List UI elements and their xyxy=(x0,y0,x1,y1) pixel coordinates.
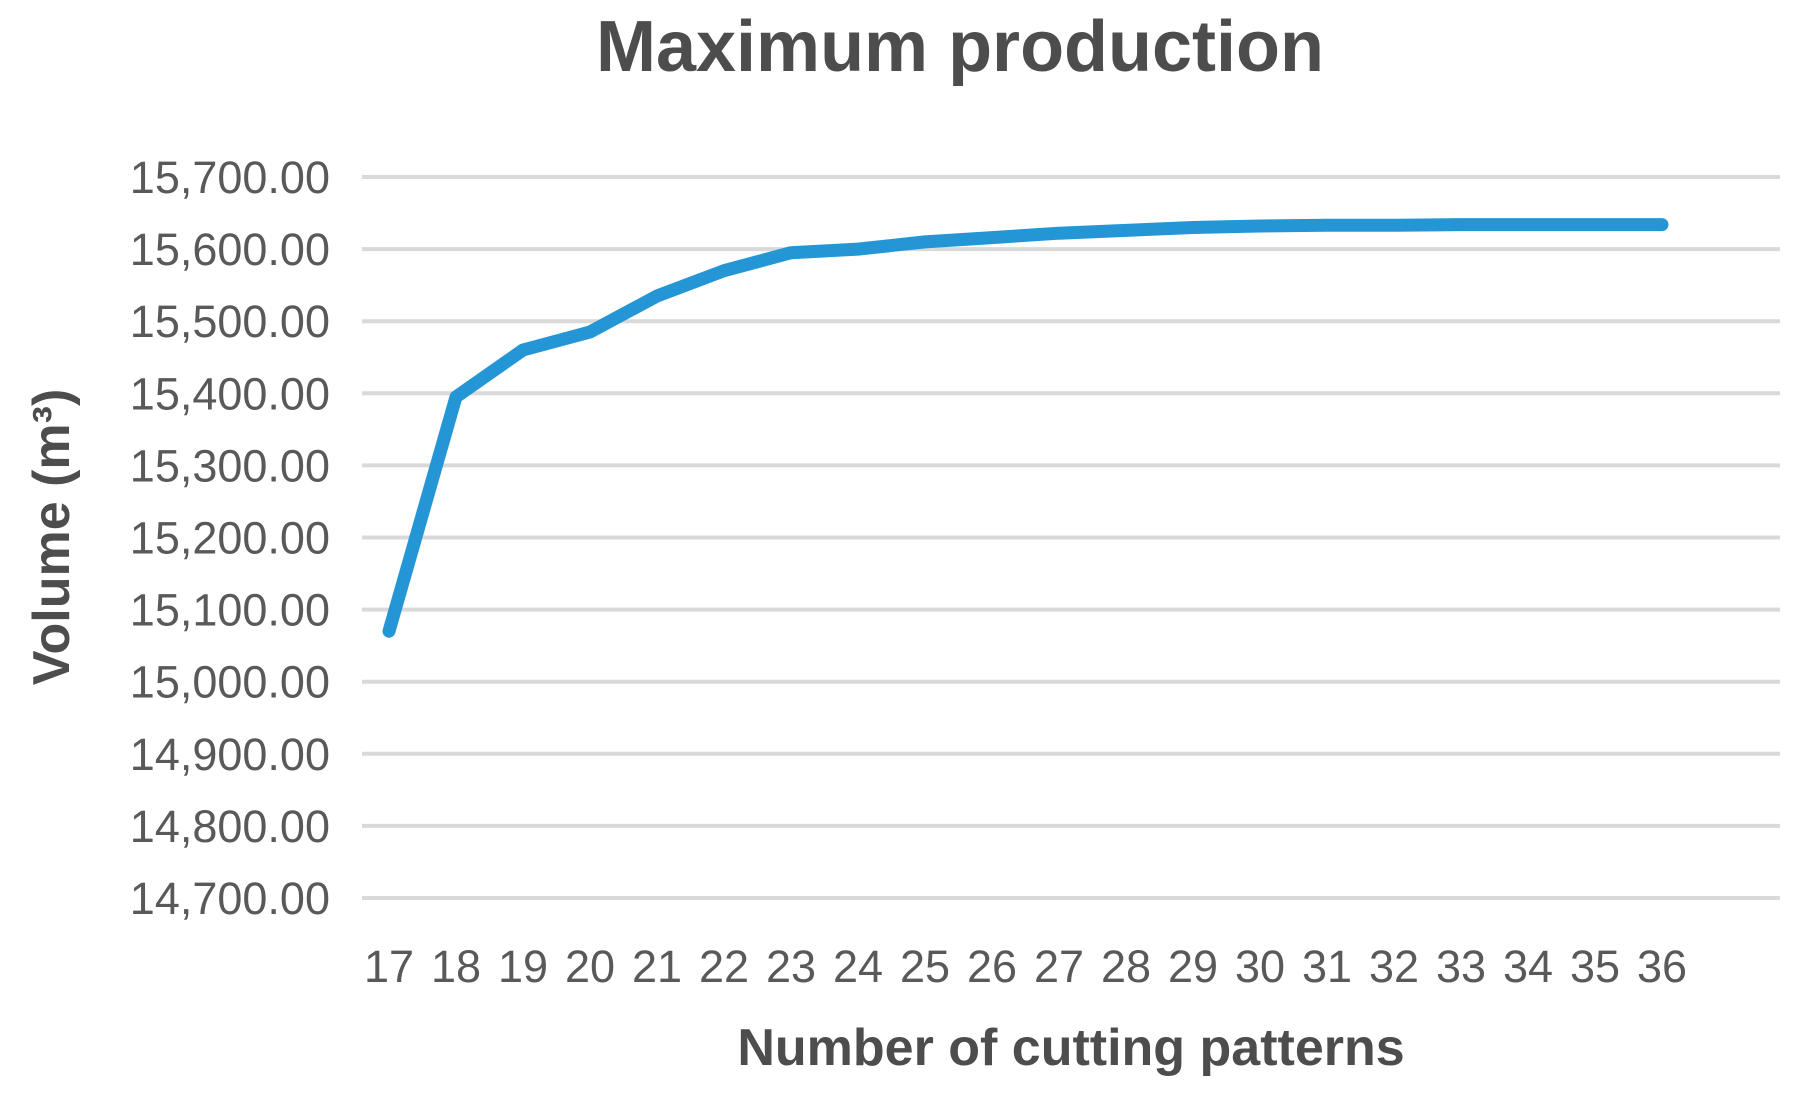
x-tick-label: 29 xyxy=(1168,941,1218,992)
y-tick-label: 14,700.00 xyxy=(130,873,330,924)
x-axis-title: Number of cutting patterns xyxy=(737,1019,1405,1077)
y-tick-label: 15,100.00 xyxy=(130,585,330,636)
x-tick-label: 31 xyxy=(1302,941,1352,992)
y-tick-label: 15,000.00 xyxy=(130,657,330,708)
x-tick-label: 22 xyxy=(699,941,749,992)
x-tick-label: 30 xyxy=(1235,941,1285,992)
x-tick-label: 32 xyxy=(1369,941,1419,992)
y-tick-label: 14,900.00 xyxy=(130,729,330,780)
x-tick-label: 24 xyxy=(833,941,883,992)
x-tick-label: 23 xyxy=(766,941,816,992)
chart-title: Maximum production xyxy=(595,7,1324,87)
x-tick-label: 17 xyxy=(364,941,414,992)
x-tick-label: 35 xyxy=(1570,941,1620,992)
series-line xyxy=(382,218,1669,638)
x-tick-label: 36 xyxy=(1637,941,1687,992)
x-tick-label: 34 xyxy=(1503,941,1553,992)
x-tick-label: 25 xyxy=(900,941,950,992)
y-tick-label: 15,200.00 xyxy=(130,513,330,564)
y-tick-label: 15,300.00 xyxy=(130,440,330,491)
y-tick-label: 15,600.00 xyxy=(130,224,330,275)
x-tick-label: 27 xyxy=(1034,941,1084,992)
y-tick-label: 15,500.00 xyxy=(130,296,330,347)
y-tick-label: 15,700.00 xyxy=(130,152,330,203)
y-tick-label: 14,800.00 xyxy=(130,801,330,852)
x-tick-label: 28 xyxy=(1101,941,1151,992)
x-tick-label: 26 xyxy=(967,941,1017,992)
x-tick-label: 33 xyxy=(1436,941,1486,992)
x-tick-label: 18 xyxy=(431,941,481,992)
x-tick-label: 21 xyxy=(632,941,682,992)
y-tick-label: 15,400.00 xyxy=(130,368,330,419)
x-tick-label: 19 xyxy=(498,941,548,992)
x-tick-label: 20 xyxy=(565,941,615,992)
